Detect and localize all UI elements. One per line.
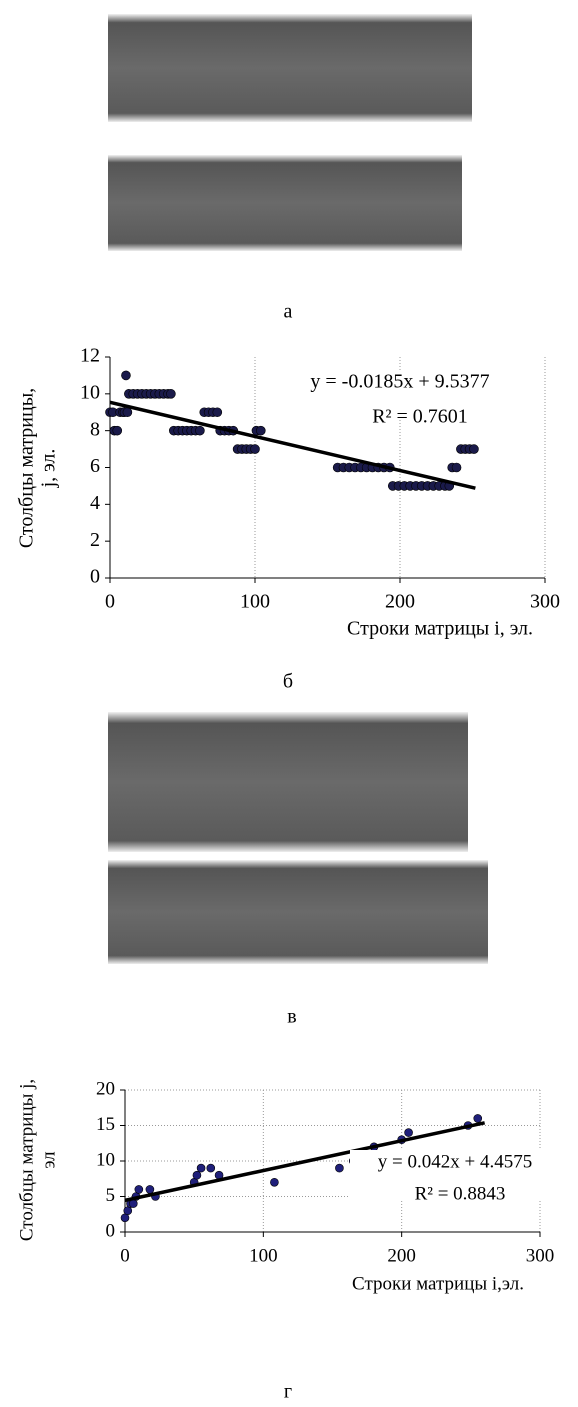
point [250, 444, 260, 454]
equation-bg [295, 370, 505, 420]
x-tick-label: 0 [120, 1245, 130, 1266]
caption: б [283, 671, 293, 693]
point [120, 1213, 130, 1223]
y-tick-label: 0 [106, 1220, 116, 1241]
y-tick-label: 15 [96, 1114, 115, 1135]
trend-equation: y = -0.0185x + 9.5377 [310, 371, 489, 393]
point [451, 462, 462, 473]
y-tick-label: 2 [90, 529, 100, 551]
y-tick-label: 10 [96, 1149, 115, 1170]
y-tick-label: 5 [106, 1185, 116, 1206]
point [134, 1185, 144, 1194]
point [206, 1163, 216, 1173]
y-axis-label: j, эл. [38, 449, 60, 489]
trendline [109, 400, 476, 490]
y-tick-label: 4 [90, 492, 100, 514]
x-tick-label: 100 [249, 1245, 278, 1266]
point [195, 425, 205, 436]
point [473, 1114, 483, 1123]
y-tick-label: 0 [90, 566, 100, 588]
point [145, 1185, 155, 1194]
point [166, 389, 176, 399]
x-axis-label: Строки матрицы i,эл. [352, 1273, 524, 1294]
y-tick-label: 20 [96, 1078, 115, 1099]
x-tick-label: 200 [385, 591, 415, 613]
y-tick-label: 12 [80, 345, 100, 367]
photo-a [108, 14, 472, 251]
y-tick-label: 6 [90, 455, 100, 477]
point [469, 444, 479, 454]
y-axis-label: Столбцы матрицы j, [16, 1079, 37, 1241]
point [123, 1206, 133, 1215]
trend-equation: y = 0.042x + 4.4575 [378, 1151, 532, 1172]
y-tick-label: 8 [90, 418, 100, 440]
equation-bg [350, 1150, 560, 1200]
x-tick-label: 100 [240, 591, 270, 613]
point [270, 1178, 279, 1187]
x-tick-label: 300 [526, 1245, 555, 1266]
x-tick-label: 200 [387, 1245, 416, 1266]
point [112, 425, 123, 436]
point [212, 407, 223, 418]
trend-r2: R² = 0.8843 [415, 1183, 506, 1204]
trend-r2: R² = 0.7601 [372, 406, 468, 428]
caption: г [284, 1381, 292, 1403]
point [335, 1163, 344, 1173]
point [192, 1170, 202, 1180]
x-tick-label: 300 [530, 591, 560, 613]
caption: в [287, 1006, 296, 1028]
x-tick-label: 0 [105, 591, 115, 613]
y-axis-label: Столбцы матрицы, [16, 388, 38, 548]
point [404, 1128, 413, 1137]
point [196, 1163, 206, 1173]
photo-v [108, 712, 488, 964]
caption: а [284, 301, 293, 323]
y-axis-label: эл [38, 1151, 59, 1169]
y-tick-label: 10 [80, 381, 100, 403]
trendline [124, 1121, 486, 1203]
point [121, 370, 131, 381]
x-axis-label: Строки матрицы i, эл. [347, 618, 533, 640]
point [255, 425, 266, 436]
point [122, 407, 133, 418]
